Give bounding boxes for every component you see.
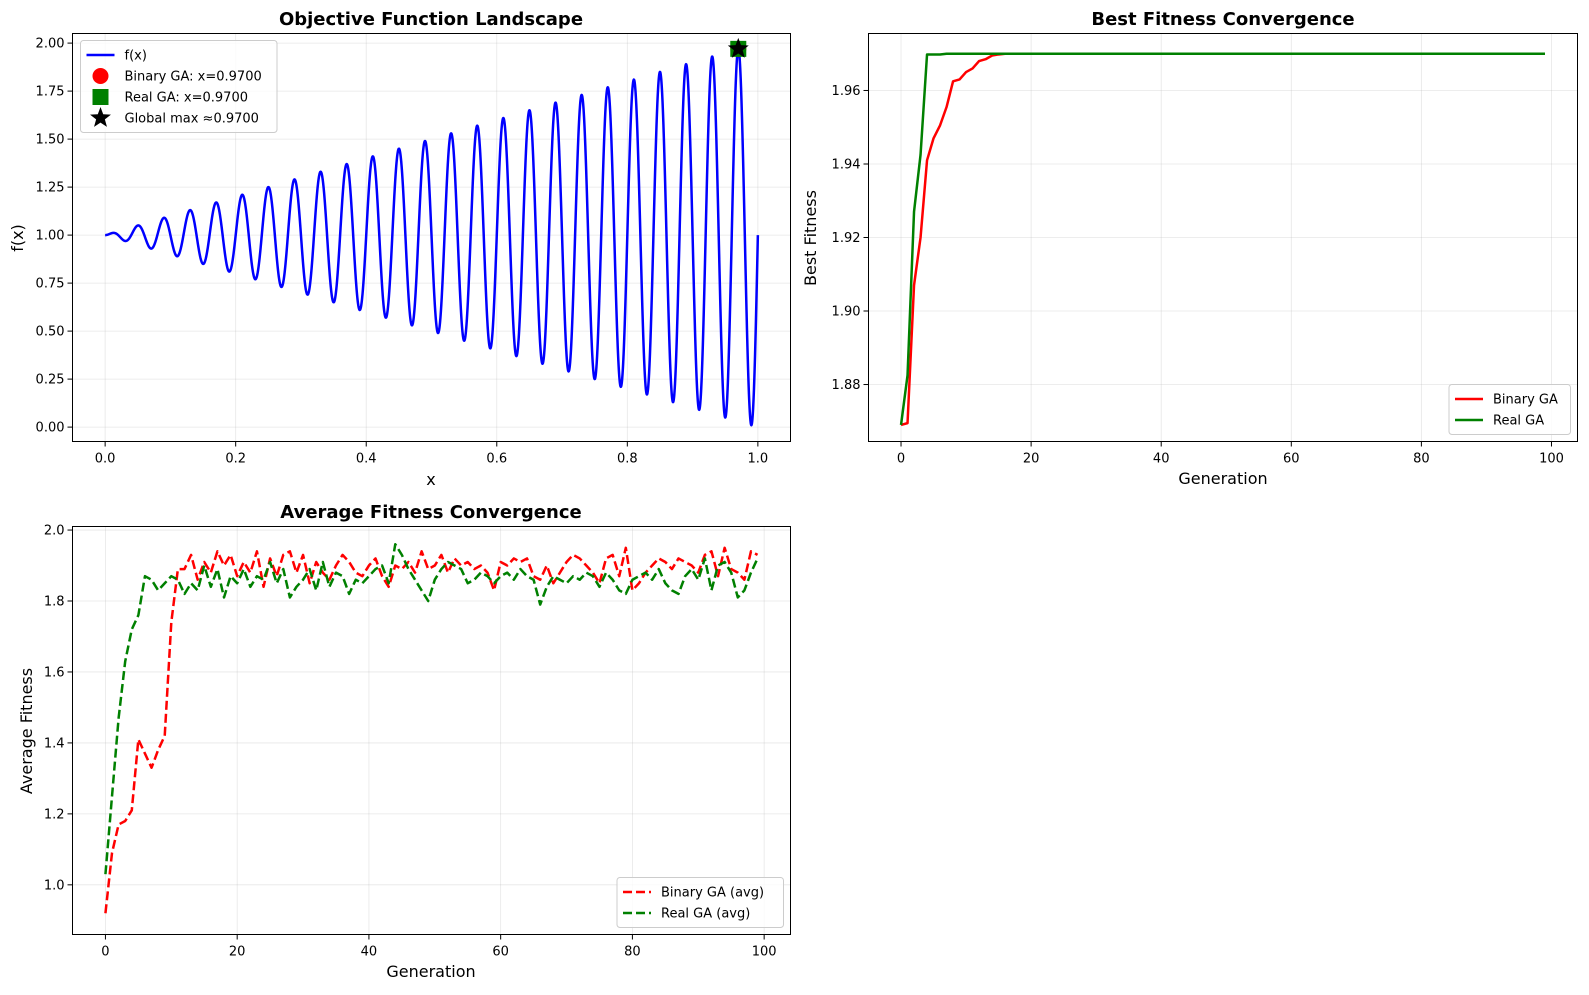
average-title: Average Fitness Convergence (280, 502, 581, 523)
objective-ytick-label: 0.25 (36, 373, 65, 388)
objective-legend-entry-2-swatch (92, 68, 109, 84)
objective-ytick-label: 2.00 (36, 37, 65, 52)
objective-legend-entry-1-label: f(x) (125, 49, 147, 64)
best-ticks: 0 20 40 60 80 100 1.88 1.90 1.92 1.94 1.96 (832, 84, 1564, 467)
objective-legend-entry-4-label: Global max ≈0.9700 (125, 112, 259, 127)
best-ylabel: Best Fitness (801, 190, 820, 286)
best-xlabel: Generation (1178, 469, 1267, 488)
objective-legend: f(x) Binary GA: x=0.9700 Real GA: x=0.9700… (80, 40, 278, 133)
objective-xtick-label: 0.0 (95, 452, 116, 467)
best-series-real-ga-line (899, 52, 1545, 426)
best-xtick-label: 80 (1413, 452, 1430, 467)
best-xtick-label: 100 (1539, 452, 1564, 467)
objective-ytick-label: 1.00 (36, 229, 65, 244)
average-xlabel: Generation (386, 962, 475, 981)
best-ytick-label: 1.96 (832, 84, 861, 99)
best-xtick-label: 20 (1023, 452, 1040, 467)
best-legend: Binary GA Real GA (1448, 384, 1571, 435)
average-xtick-label: 100 (752, 945, 777, 960)
average-legend-entry-1-label: Binary GA (avg) (661, 886, 764, 901)
objective-legend-entry-3-swatch (92, 89, 109, 105)
average-xtick-label: 80 (624, 945, 641, 960)
average-xtick-label: 0 (101, 945, 109, 960)
objective-fx-line (104, 47, 760, 427)
best-xtick-label: 0 (897, 452, 905, 467)
average-ytick-label: 2.0 (44, 524, 65, 539)
objective-ticks: 0.0 0.2 0.4 0.6 0.8 1.0 0.00 0.25 0.50 0.75 1.00 1.… (36, 37, 769, 467)
objective-legend-entry-3-label: Real GA: x=0.9700 (125, 91, 248, 106)
objective-xlabel: x (426, 470, 435, 489)
objective-legend-entry-4-swatch (90, 107, 111, 127)
average-legend-entry-2-label: Real GA (avg) (661, 907, 750, 922)
objective-legend-entry-2-label: Binary GA: x=0.9700 (125, 70, 262, 85)
best-title: Best Fitness Convergence (1091, 9, 1354, 30)
best-grid (868, 33, 1578, 442)
best-xtick-label: 40 (1153, 452, 1170, 467)
average-ytick-label: 1.4 (44, 736, 65, 751)
objective-frame (72, 33, 791, 442)
average-ytick-label: 1.8 (44, 595, 65, 610)
objective-ylabel: f(x) (8, 224, 27, 252)
average-ytick-label: 1.2 (44, 807, 65, 822)
objective-title: Objective Function Landscape (279, 9, 583, 30)
objective-legend-box (80, 40, 278, 133)
average-frame (72, 526, 791, 935)
subplot-objective: Objective Function Landscape 0.0 0.2 0.4 0.… (8, 9, 791, 489)
average-series-binary-ga-line (104, 546, 759, 914)
best-ytick-label: 1.88 (832, 378, 861, 393)
subplot-average-fitness: Average Fitness Convergence 0 20 40 60 80 100… (17, 502, 791, 981)
objective-xtick-label: 0.8 (617, 452, 638, 467)
objective-ytick-label: 0.50 (36, 325, 65, 340)
best-legend-entry-1-label: Binary GA (1493, 393, 1558, 408)
best-ytick-label: 1.94 (832, 157, 861, 172)
best-xtick-label: 60 (1283, 452, 1300, 467)
objective-ytick-label: 0.75 (36, 277, 65, 292)
average-legend: Binary GA (avg) Real GA (avg) (616, 877, 784, 928)
average-ticks: 0 20 40 60 80 100 1.0 1.2 1.4 1.6 1.8 2.0 (44, 524, 777, 960)
average-ytick-label: 1.0 (44, 878, 65, 893)
objective-ytick-label: 1.50 (36, 133, 65, 148)
average-ytick-label: 1.6 (44, 665, 65, 680)
objective-ytick-label: 0.00 (36, 421, 65, 436)
objective-xtick-label: 0.4 (356, 452, 377, 467)
average-grid (72, 526, 791, 935)
objective-ytick-label: 1.75 (36, 85, 65, 100)
average-legend-box (616, 877, 784, 928)
best-ytick-label: 1.90 (832, 305, 861, 320)
subplot-best-fitness: Best Fitness Convergence 0 20 40 60 80 100 1.8… (801, 9, 1578, 488)
objective-xtick-label: 0.6 (486, 452, 507, 467)
average-xtick-label: 40 (361, 945, 378, 960)
average-ylabel: Average Fitness (17, 668, 36, 794)
average-xtick-label: 60 (492, 945, 509, 960)
best-ytick-label: 1.92 (832, 231, 861, 246)
average-plot (104, 542, 759, 914)
best-series-binary-ga-line (900, 52, 1545, 427)
average-series-real-ga-line (104, 542, 759, 875)
best-legend-entry-2-label: Real GA (1493, 414, 1544, 429)
best-plot (899, 52, 1545, 427)
objective-xtick-label: 0.2 (225, 452, 246, 467)
average-xtick-label: 20 (229, 945, 246, 960)
objective-plot (104, 37, 760, 427)
objective-ytick-label: 1.25 (36, 181, 65, 196)
global-max-marker (727, 37, 749, 58)
best-legend-box (1448, 384, 1571, 435)
objective-xtick-label: 1.0 (748, 452, 769, 467)
